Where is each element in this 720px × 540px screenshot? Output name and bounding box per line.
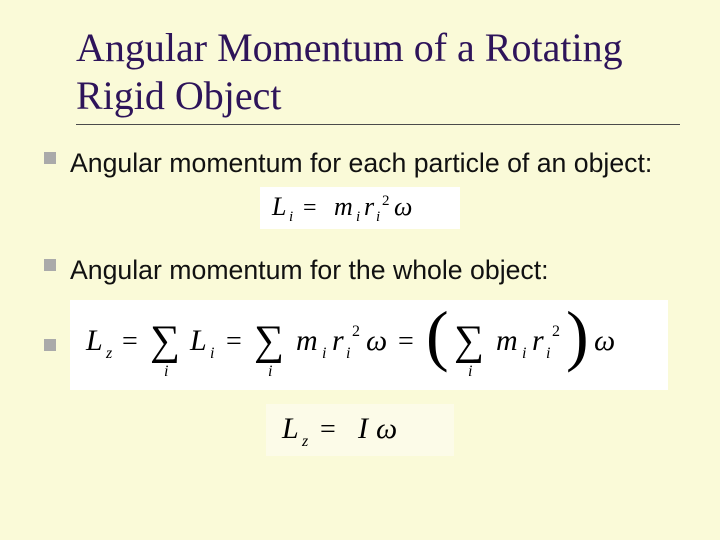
svg-text:i: i	[164, 363, 168, 380]
svg-text:L: L	[281, 412, 299, 445]
svg-text:ω: ω	[366, 324, 387, 357]
svg-text:r: r	[332, 324, 344, 357]
svg-text:): )	[566, 308, 589, 373]
svg-text:i: i	[546, 345, 550, 362]
equation-final-svg: L z = I ω	[280, 410, 440, 450]
slide-container: Angular Momentum of a Rotating Rigid Obj…	[0, 0, 720, 540]
bullet-text: Angular momentum for the whole object:	[70, 252, 549, 288]
equation-particle-wrap: L i = m i r i 2 ω	[40, 187, 680, 234]
bullet-marker-icon	[44, 259, 56, 271]
svg-text:L: L	[271, 192, 286, 221]
svg-text:=: =	[320, 414, 336, 445]
svg-text:i: i	[322, 345, 326, 362]
svg-text:m: m	[496, 324, 518, 357]
bullet-item: Angular momentum for each particle of an…	[40, 145, 680, 181]
svg-text:2: 2	[552, 323, 560, 340]
svg-text:i: i	[376, 209, 380, 225]
svg-text:i: i	[210, 345, 214, 362]
equation-final: L z = I ω	[266, 404, 454, 456]
bullet-text: Angular momentum for each particle of an…	[70, 145, 652, 181]
svg-text:i: i	[346, 345, 350, 362]
equation-sum: L z = ∑ i L i = ∑ i m i r i 2	[70, 300, 668, 390]
equation-final-wrap: L z = I ω	[40, 404, 680, 461]
svg-text:∑: ∑	[454, 318, 484, 364]
svg-text:z: z	[301, 433, 309, 450]
svg-text:=: =	[122, 326, 138, 357]
bullet-marker-icon	[44, 152, 56, 164]
svg-text:L: L	[189, 324, 207, 357]
svg-text:i: i	[522, 345, 526, 362]
svg-text:∑: ∑	[254, 318, 284, 364]
svg-text:r: r	[364, 192, 375, 221]
svg-text:2: 2	[382, 193, 390, 209]
svg-text:I: I	[357, 412, 370, 445]
svg-text:m: m	[296, 324, 318, 357]
equation-particle: L i = m i r i 2 ω	[260, 187, 460, 229]
equation-sum-svg: L z = ∑ i L i = ∑ i m i r i 2	[84, 308, 654, 382]
svg-text:2: 2	[352, 323, 360, 340]
slide-title: Angular Momentum of a Rotating Rigid Obj…	[40, 24, 680, 120]
svg-text:m: m	[334, 192, 353, 221]
svg-text:ω: ω	[594, 324, 615, 357]
svg-text:∑: ∑	[150, 318, 180, 364]
equation-particle-svg: L i = m i r i 2 ω	[270, 191, 450, 225]
svg-text:=: =	[226, 326, 242, 357]
svg-text:i: i	[268, 363, 272, 380]
svg-text:z: z	[105, 345, 113, 362]
svg-text:ω: ω	[394, 192, 412, 221]
svg-text:i: i	[468, 363, 472, 380]
svg-text:L: L	[85, 324, 103, 357]
svg-text:i: i	[356, 209, 360, 225]
svg-text:ω: ω	[376, 412, 397, 445]
bullet-item: Angular momentum for the whole object:	[40, 252, 680, 288]
title-underline	[76, 124, 680, 125]
bullet-marker-icon	[44, 339, 56, 351]
svg-text:=: =	[398, 326, 414, 357]
svg-text:i: i	[289, 209, 293, 225]
svg-text:(: (	[426, 308, 449, 373]
svg-text:=: =	[303, 195, 317, 221]
svg-text:r: r	[532, 324, 544, 357]
bullet-item-eq: L z = ∑ i L i = ∑ i m i r i 2	[40, 300, 680, 390]
